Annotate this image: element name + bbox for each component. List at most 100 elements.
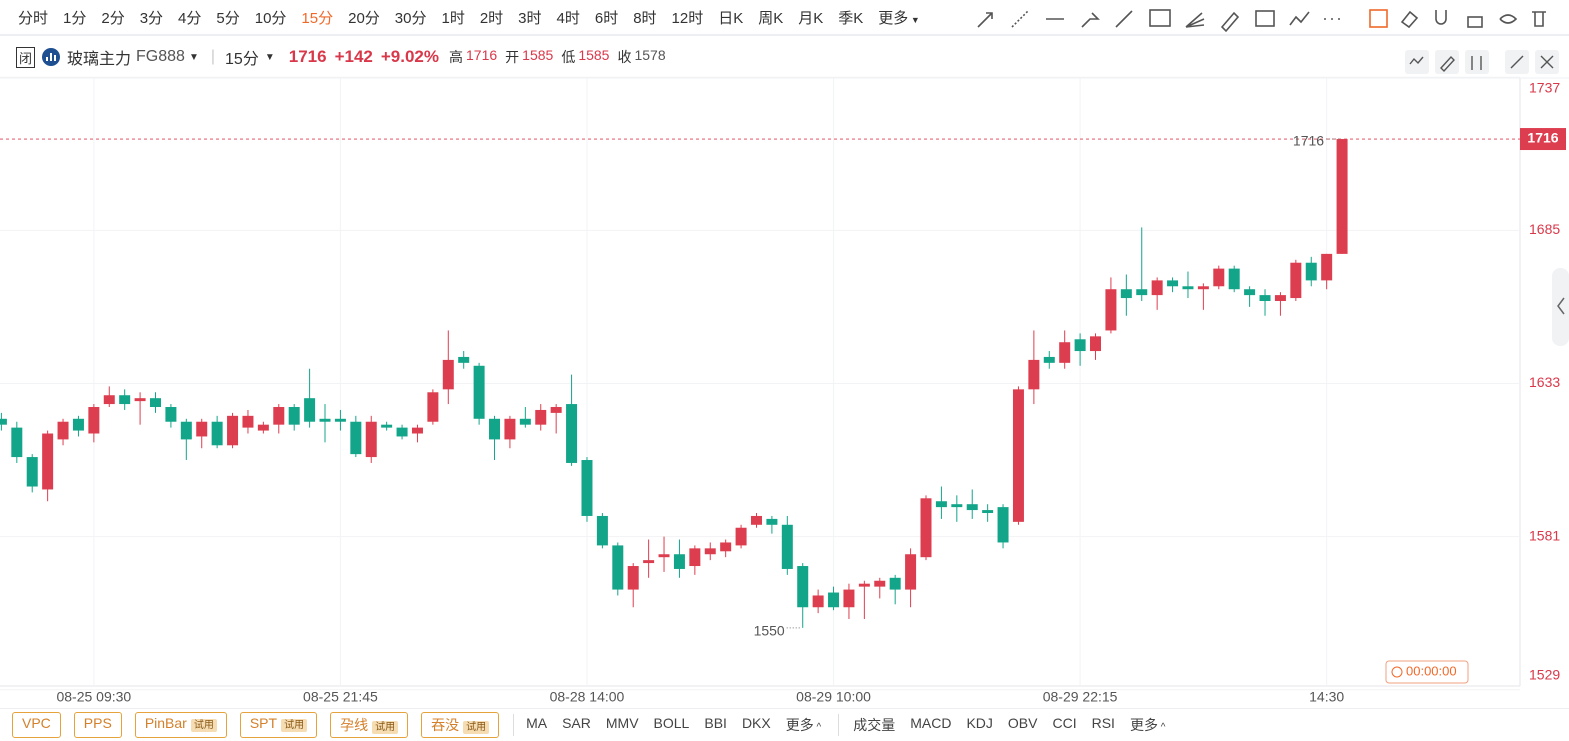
period-option[interactable]: 月K [798, 9, 824, 27]
candle-body [396, 427, 408, 437]
indicator[interactable]: 更多 ^ [785, 717, 822, 733]
candle-body [134, 398, 146, 402]
candle-body [1059, 342, 1071, 363]
dropdown[interactable]: ▼ [188, 51, 199, 63]
candle-body [874, 580, 886, 587]
timer-box [1385, 660, 1469, 684]
y-tick-label: 1685 [1529, 221, 1560, 237]
candle-body [196, 421, 208, 437]
pattern-button[interactable]: 孕线 试用 [330, 712, 409, 738]
candle-body [242, 415, 254, 428]
indicator[interactable]: DKX [741, 715, 771, 731]
indicator[interactable]: MA [526, 715, 548, 731]
period-option[interactable]: 6时 [594, 9, 619, 27]
candle-body [519, 418, 531, 425]
side-handle-arrow [1557, 297, 1565, 315]
indicator[interactable]: BOLL [653, 715, 690, 731]
candle-body [935, 501, 947, 508]
pattern-button[interactable]: PPS [73, 712, 122, 738]
period-option[interactable]: 1时 [441, 9, 465, 27]
stat-value: 1585 [578, 47, 610, 63]
period-option[interactable]: 日K [718, 9, 744, 27]
stat-label: 高 [449, 49, 463, 65]
timer: 00:00:00 [1406, 663, 1457, 678]
pattern-button[interactable]: VPC [12, 712, 61, 738]
period-option[interactable]: 4时 [556, 9, 580, 27]
x-tick-label: 08-29 10:00 [796, 689, 871, 705]
pattern-button[interactable]: SPT 试用 [239, 712, 318, 738]
candle-body [1167, 280, 1179, 287]
change: +142 [334, 47, 373, 66]
period[interactable]: 15分 [225, 51, 259, 68]
stats: 高 1716 开 1585 低 1585 收 1578 [449, 47, 674, 67]
indicator[interactable]: OBV [1007, 715, 1038, 731]
period-option[interactable]: 30分 [394, 9, 427, 27]
side-handle[interactable] [1552, 268, 1569, 346]
candle-body [288, 407, 300, 425]
period-option[interactable]: 2时 [479, 9, 504, 27]
period-option[interactable]: 15分 [301, 9, 334, 27]
candle-body [858, 583, 870, 587]
candle-body [643, 560, 655, 564]
period-option[interactable]: 5分 [216, 9, 240, 27]
period-option[interactable]: 分时 [18, 9, 49, 27]
stat-value: 1585 [522, 47, 554, 63]
trial-tag: 试用 [190, 719, 217, 732]
candle-body [766, 518, 778, 525]
candle-body [997, 507, 1009, 543]
period-option[interactable]: 3分 [139, 9, 164, 27]
stat-label: 低 [561, 49, 576, 65]
indicator[interactable]: CCI [1052, 715, 1077, 731]
trial-tag: 试用 [281, 719, 308, 732]
stat-label: 开 [505, 49, 520, 65]
candle-body [612, 545, 624, 590]
candle-body [1074, 339, 1086, 352]
candle-body [489, 418, 501, 440]
period-toolbar: 分时 1分 2分 3分 4分 5分 10分 15分 20分 30分 1时 2时 3时 4时 6时 8时 12时日… [0, 0, 1569, 36]
candle-body [473, 365, 485, 419]
period-option[interactable]: 20分 [348, 9, 380, 27]
period-option[interactable]: 更多 ▼ [878, 9, 920, 27]
indicator[interactable]: SAR [562, 715, 591, 731]
y-tick-label: 1633 [1529, 374, 1560, 390]
candle-body [42, 433, 54, 490]
indicator[interactable]: MMV [605, 715, 639, 731]
period-option[interactable]: 8时 [633, 9, 657, 27]
trial-tag: 试用 [372, 721, 399, 734]
candle-body [319, 418, 331, 422]
badge: 闭 [16, 46, 36, 68]
candle-body [1136, 289, 1148, 296]
code[interactable]: FG888 [136, 48, 185, 65]
candle-body [797, 566, 809, 608]
panel-tools [1405, 50, 1559, 74]
period-option[interactable]: 1分 [63, 9, 87, 27]
symbol[interactable]: 玻璃主力 [67, 51, 132, 68]
indicator[interactable]: BBI [704, 715, 727, 731]
period-option[interactable]: 3时 [518, 9, 542, 27]
indicator[interactable]: KDJ [966, 715, 993, 731]
candle-body [889, 577, 901, 590]
pattern-button[interactable]: 吞没 试用 [421, 712, 500, 738]
pattern-button[interactable]: PinBar 试用 [134, 712, 227, 738]
period-option[interactable]: 4分 [178, 9, 202, 27]
patterns: VPC PPS PinBar 试用 SPT 试用 孕线 试用 吞没 试用 [12, 712, 512, 738]
period-option[interactable]: 季K [838, 9, 864, 27]
candle-body [720, 542, 732, 552]
candle-body [180, 421, 192, 440]
draw-tools [977, 9, 1546, 33]
y-tick-label: 1529 [1529, 667, 1560, 683]
candle-body [627, 566, 639, 590]
period-option[interactable]: 12时 [671, 9, 704, 27]
x-tick-label: 14:30 [1309, 689, 1344, 705]
period-option[interactable]: 2分 [101, 9, 125, 27]
indicator[interactable]: 更多 ^ [1129, 717, 1166, 733]
indicator[interactable]: MACD [910, 715, 952, 731]
period-option[interactable]: 周K [758, 9, 784, 27]
indicator[interactable]: RSI [1091, 715, 1115, 731]
dropdown[interactable]: ▼ [264, 51, 275, 63]
candle-body [581, 460, 593, 516]
annotation-label: 1550 [754, 623, 785, 639]
indicator[interactable]: 成交量 [853, 717, 896, 733]
period-option[interactable]: 10分 [254, 9, 287, 27]
